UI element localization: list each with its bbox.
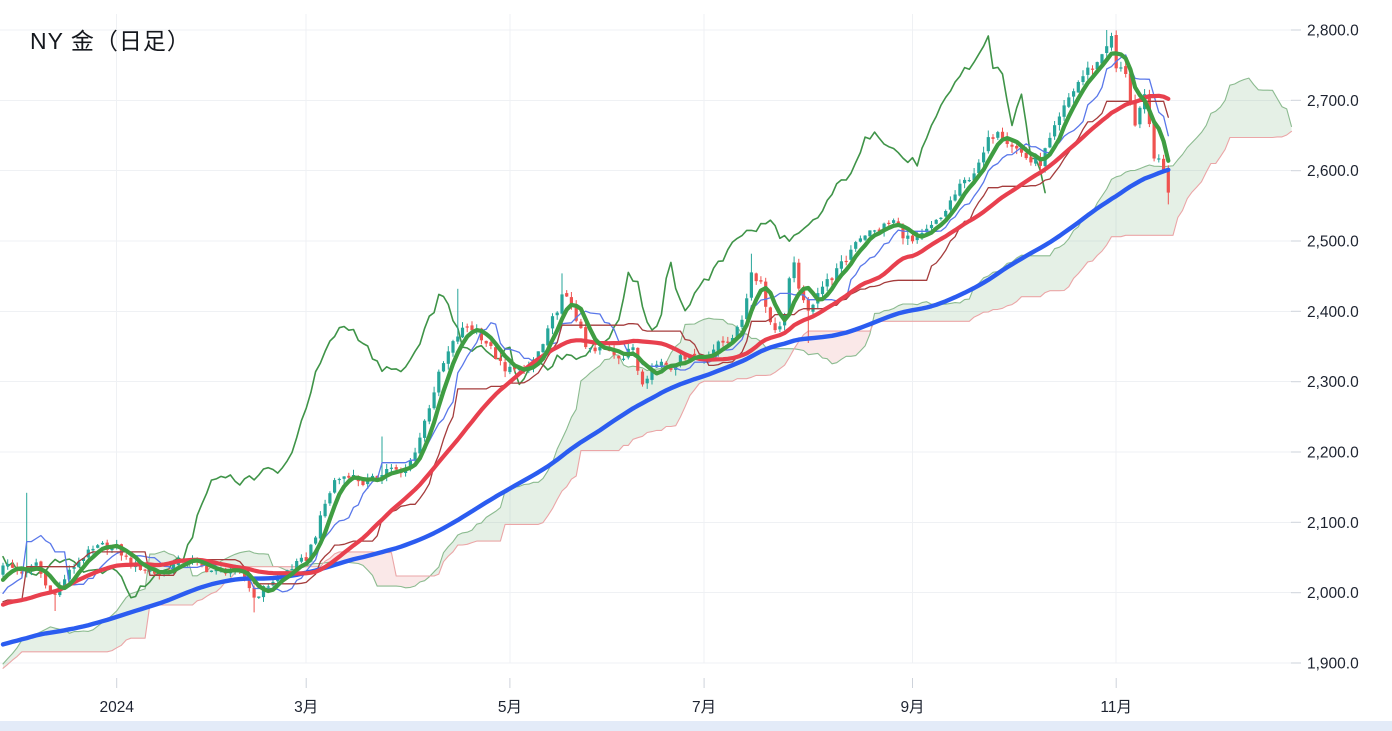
y-axis-labels[interactable]: 1,900.0 2,000.0 2,100.0 2,200.0 2,300.0 2,400… <box>1291 23 1359 673</box>
senkou-a-line <box>2 77 1293 665</box>
svg-text:2,500.0: 2,500.0 <box>1307 234 1359 251</box>
svg-text:2,300.0: 2,300.0 <box>1307 374 1359 391</box>
grid <box>0 14 1292 664</box>
svg-text:1,900.0: 1,900.0 <box>1307 656 1359 673</box>
svg-text:3月: 3月 <box>294 699 318 716</box>
sma5-line <box>0 51 1171 594</box>
kijun-line <box>2 100 1169 603</box>
ichimoku-cloud <box>2 77 1293 669</box>
senkou-b-line <box>2 130 1293 669</box>
svg-text:2024: 2024 <box>99 699 134 716</box>
sma75-line <box>0 167 1171 647</box>
horizontal-scrollbar[interactable] <box>0 721 1392 731</box>
svg-text:7月: 7月 <box>692 699 716 716</box>
svg-text:2,700.0: 2,700.0 <box>1307 93 1359 110</box>
chart-title: NY 金（日足） <box>30 28 191 54</box>
svg-text:2,200.0: 2,200.0 <box>1307 445 1359 462</box>
svg-text:11月: 11月 <box>1100 699 1132 716</box>
svg-text:5月: 5月 <box>498 699 522 716</box>
chikou-span <box>2 35 1046 599</box>
svg-text:2,400.0: 2,400.0 <box>1307 304 1359 321</box>
svg-text:9月: 9月 <box>900 699 924 716</box>
tenkan-line <box>2 54 1169 594</box>
svg-text:2,800.0: 2,800.0 <box>1307 23 1359 40</box>
svg-text:2,100.0: 2,100.0 <box>1307 515 1359 532</box>
svg-text:2,600.0: 2,600.0 <box>1307 163 1359 180</box>
sma25-line <box>0 93 1171 607</box>
svg-text:2,000.0: 2,000.0 <box>1307 585 1359 602</box>
x-axis-labels[interactable]: 2024 3月 5月 7月 9月 11月 <box>99 678 1132 716</box>
